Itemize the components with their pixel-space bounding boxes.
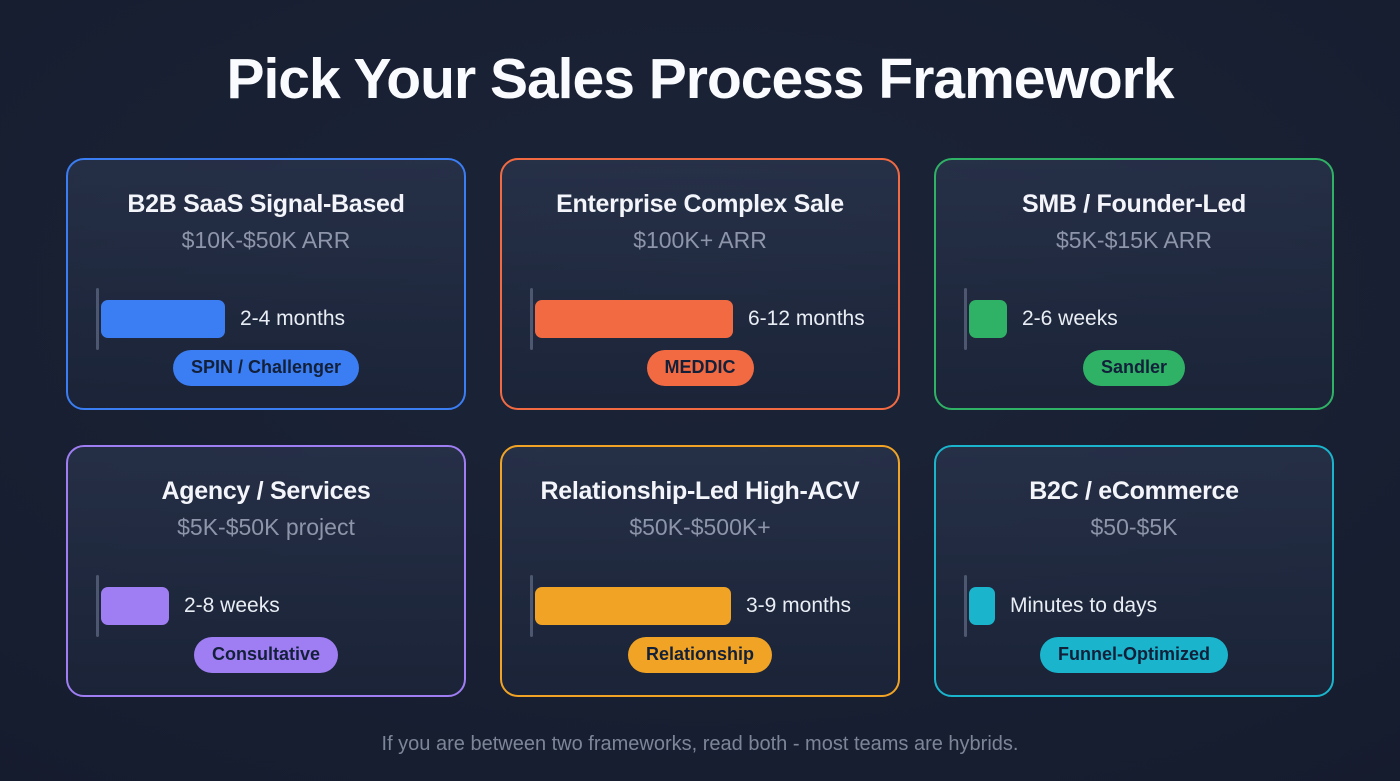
- duration-bar-row: 6-12 months: [530, 288, 870, 350]
- bar-axis-tick: [96, 575, 99, 637]
- framework-card-relationship: Relationship-Led High-ACV $50K-$500K+ 3-…: [500, 445, 900, 697]
- framework-card-agency: Agency / Services $5K-$50K project 2-8 w…: [66, 445, 466, 697]
- framework-badge: Consultative: [193, 637, 339, 673]
- duration-bar-row: Minutes to days: [964, 575, 1304, 637]
- card-title: B2C / eCommerce: [1029, 477, 1239, 505]
- duration-bar: [101, 587, 169, 625]
- card-title: B2B SaaS Signal-Based: [127, 190, 405, 218]
- duration-label: 2-8 weeks: [184, 594, 280, 617]
- card-title: Agency / Services: [161, 477, 371, 505]
- badge-row: SPIN / Challenger: [96, 350, 436, 386]
- duration-label: 2-6 weeks: [1022, 307, 1118, 330]
- card-subtitle: $10K-$50K ARR: [181, 227, 351, 253]
- card-title: SMB / Founder-Led: [1021, 190, 1247, 218]
- duration-label: 6-12 months: [748, 307, 865, 330]
- bar-axis-tick: [96, 288, 99, 350]
- card-subtitle: $5K-$15K ARR: [1056, 227, 1212, 253]
- card-subtitle: $50-$5K: [1090, 514, 1178, 540]
- badge-row: Relationship: [530, 637, 870, 673]
- bar-axis-tick: [530, 288, 533, 350]
- footer-note: If you are between two frameworks, read …: [381, 733, 1019, 755]
- badge-row: MEDDIC: [530, 350, 870, 386]
- duration-bar-row: 3-9 months: [530, 575, 870, 637]
- bar-axis-tick: [964, 575, 967, 637]
- badge-row: Consultative: [96, 637, 436, 673]
- card-subtitle: $5K-$50K project: [177, 514, 355, 540]
- framework-badge: Sandler: [1082, 350, 1186, 386]
- duration-label: Minutes to days: [1010, 594, 1158, 617]
- card-subtitle: $50K-$500K+: [629, 514, 771, 540]
- bar-axis-tick: [964, 288, 967, 350]
- duration-bar: [101, 300, 225, 338]
- duration-bar: [969, 587, 995, 625]
- page-title: Pick Your Sales Process Framework: [226, 47, 1174, 111]
- framework-badge: SPIN / Challenger: [172, 350, 360, 386]
- duration-bar: [535, 587, 731, 625]
- duration-label: 3-9 months: [746, 594, 852, 617]
- framework-card-smb: SMB / Founder-Led $5K-$15K ARR 2-6 weeks…: [934, 158, 1334, 410]
- framework-badge: Funnel-Optimized: [1040, 637, 1228, 673]
- duration-bar-row: 2-8 weeks: [96, 575, 436, 637]
- badge-row: Sandler: [964, 350, 1304, 386]
- badge-row: Funnel-Optimized: [964, 637, 1304, 673]
- duration-bar-row: 2-4 months: [96, 288, 436, 350]
- framework-card-b2c: B2C / eCommerce $50-$5K Minutes to days …: [934, 445, 1334, 697]
- duration-label: 2-4 months: [240, 307, 346, 330]
- card-title: Relationship-Led High-ACV: [540, 477, 860, 505]
- duration-bar: [969, 300, 1007, 338]
- framework-badge: Relationship: [627, 637, 772, 673]
- card-title: Enterprise Complex Sale: [556, 190, 844, 218]
- bar-axis-tick: [530, 575, 533, 637]
- duration-bar: [535, 300, 733, 338]
- framework-card-b2b-saas: B2B SaaS Signal-Based $10K-$50K ARR 2-4 …: [66, 158, 466, 410]
- card-subtitle: $100K+ ARR: [633, 227, 767, 253]
- framework-card-enterprise: Enterprise Complex Sale $100K+ ARR 6-12 …: [500, 158, 900, 410]
- duration-bar-row: 2-6 weeks: [964, 288, 1304, 350]
- card-grid: B2B SaaS Signal-Based $10K-$50K ARR 2-4 …: [0, 158, 1400, 697]
- framework-badge: MEDDIC: [646, 350, 754, 386]
